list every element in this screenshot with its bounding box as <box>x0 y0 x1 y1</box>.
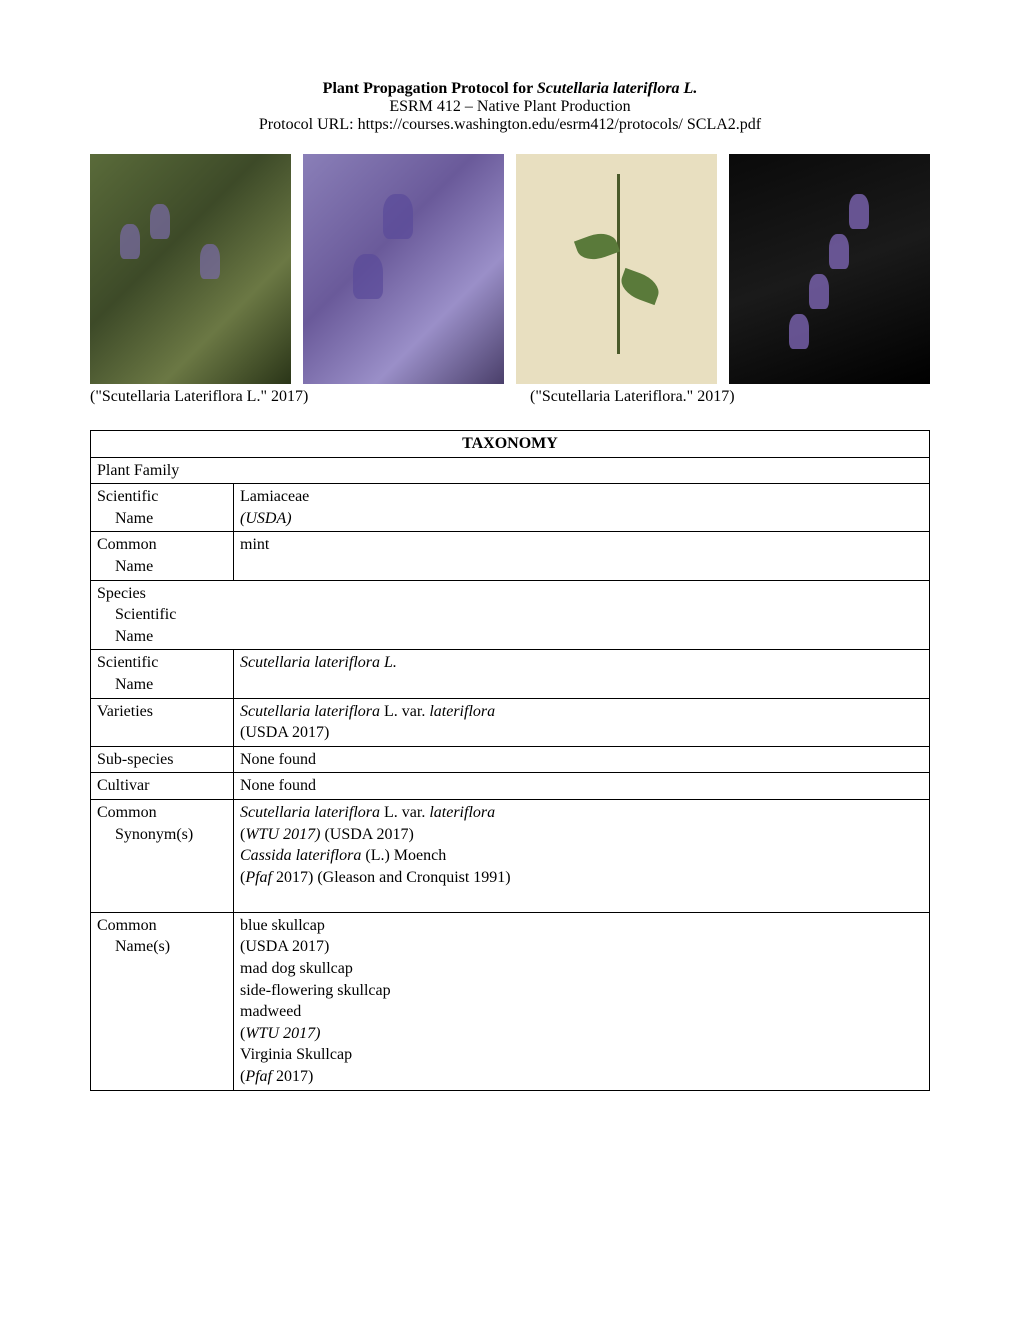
taxonomy-table: TAXONOMY Plant Family Scientific Name La… <box>90 430 930 1091</box>
common-names-label: Common Name(s) <box>91 912 234 1090</box>
species-header: SpeciesScientificName <box>91 580 930 650</box>
title-line: Plant Propagation Protocol for Scutellar… <box>90 80 930 98</box>
plant-photo-2 <box>303 154 504 384</box>
title-prefix: Plant Propagation Protocol for <box>323 80 537 97</box>
images-row <box>90 154 930 384</box>
family-common-label: Common Name <box>91 532 234 580</box>
cultivar-label: Cultivar <box>91 773 234 800</box>
caption-left: ("Scutellaria Lateriflora L." 2017) <box>90 388 490 406</box>
plant-family-header: Plant Family <box>91 457 930 484</box>
url-line: Protocol URL: https://courses.washington… <box>90 116 930 134</box>
course-line: ESRM 412 – Native Plant Production <box>90 98 930 116</box>
sp-sci-label: Scientific Name <box>91 650 234 698</box>
subspecies-value: None found <box>234 746 930 773</box>
varieties-label: Varieties <box>91 698 234 746</box>
family-sci-label: Scientific Name <box>91 484 234 532</box>
family-sci-value: Lamiaceae (USDA) <box>234 484 930 532</box>
title-species: Scutellaria lateriflora L. <box>537 80 697 97</box>
common-names-value: blue skullcap (USDA 2017) mad dog skullc… <box>234 912 930 1090</box>
caption-right: ("Scutellaria Lateriflora." 2017) <box>490 388 930 406</box>
plant-photo-1 <box>90 154 291 384</box>
varieties-value: Scutellaria lateriflora L. var. laterifl… <box>234 698 930 746</box>
taxonomy-header: TAXONOMY <box>91 431 930 458</box>
synonyms-value: Scutellaria lateriflora L. var. laterifl… <box>234 799 930 912</box>
captions-row: ("Scutellaria Lateriflora L." 2017) ("Sc… <box>90 388 930 406</box>
botanical-illustration <box>516 154 717 384</box>
plant-photo-3 <box>729 154 930 384</box>
synonyms-label: Common Synonym(s) <box>91 799 234 912</box>
cultivar-value: None found <box>234 773 930 800</box>
subspecies-label: Sub-species <box>91 746 234 773</box>
family-common-value: mint <box>234 532 930 580</box>
document-header: Plant Propagation Protocol for Scutellar… <box>90 80 930 134</box>
sp-sci-value: Scutellaria lateriflora L. <box>234 650 930 698</box>
